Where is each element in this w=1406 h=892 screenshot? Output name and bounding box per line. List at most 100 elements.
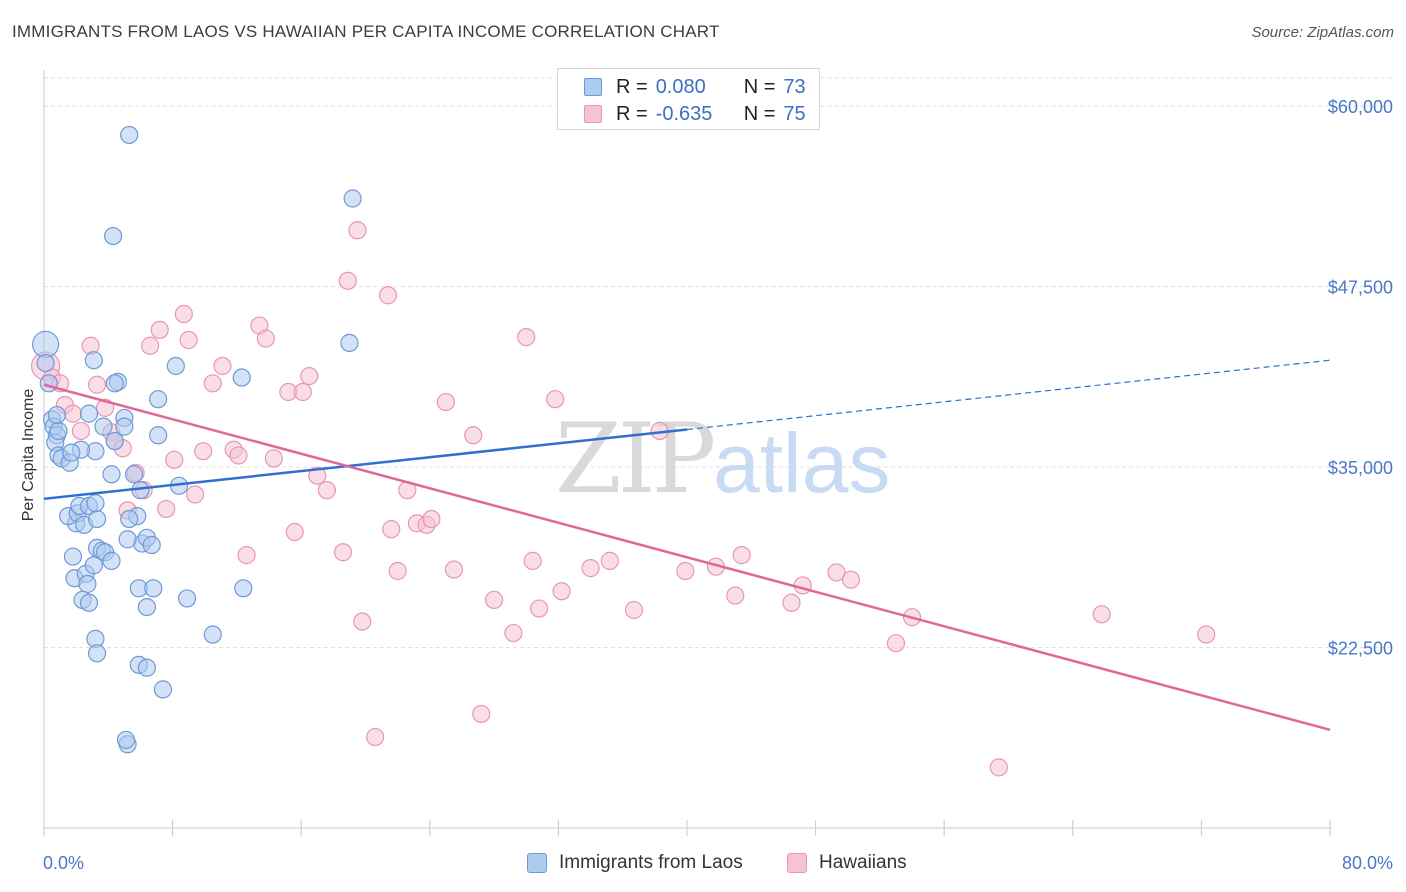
hawaiians-point xyxy=(546,390,565,409)
laos-point xyxy=(105,431,124,451)
laos-point xyxy=(120,509,139,529)
laos-point xyxy=(177,589,197,608)
laos-trend-line xyxy=(43,428,688,501)
watermark-zip: ZIP xyxy=(555,403,714,515)
hawaiians-point xyxy=(378,286,398,305)
laos-point xyxy=(84,351,103,370)
x-tick-label: 0.0% xyxy=(43,853,84,873)
trend-lines xyxy=(43,359,1331,732)
hawaiians-point xyxy=(353,612,372,631)
hawaiians-point xyxy=(523,551,542,570)
laos-trend-extension xyxy=(686,359,1331,431)
laos-point xyxy=(120,125,139,145)
hawaiians-point xyxy=(886,634,906,653)
hawaiians-point xyxy=(485,590,504,609)
laos-point xyxy=(47,405,66,425)
hawaiians-point xyxy=(732,546,751,565)
hawaiians-point xyxy=(264,449,283,468)
r-label: R = xyxy=(616,75,648,98)
hawaiians-point xyxy=(174,304,193,324)
hawaiians-legend-swatch xyxy=(787,853,807,873)
hawaiians-swatch xyxy=(584,105,602,123)
hawaiians-point xyxy=(186,485,205,504)
laos-point xyxy=(78,574,97,594)
hawaiians-point xyxy=(581,559,600,578)
laos-point xyxy=(142,535,161,555)
legend-item-hawaiians[interactable]: Hawaiians xyxy=(787,852,907,874)
hawaiians-point xyxy=(388,561,407,581)
hawaiians-point xyxy=(308,466,327,485)
hawaiians-point xyxy=(422,509,441,529)
laos-point xyxy=(124,465,144,484)
hawaiians-point xyxy=(827,563,846,582)
hawaiians-point xyxy=(793,576,812,595)
hawaiians-point xyxy=(1092,605,1111,624)
series-legend: Immigrants from Laos Hawaiians xyxy=(0,852,1406,878)
laos-point xyxy=(144,579,163,598)
hawaiians-point xyxy=(285,522,304,542)
y-tick-label: $60,000 xyxy=(1328,97,1393,117)
hawaiians-point xyxy=(472,704,491,724)
watermark: ZIP atlas xyxy=(555,403,890,515)
laos-point xyxy=(63,547,83,566)
hawaiians-point xyxy=(179,330,198,350)
hawaiians-point xyxy=(95,398,115,417)
laos-point xyxy=(32,330,60,358)
laos-point xyxy=(137,597,156,617)
laos-point xyxy=(36,353,55,373)
laos-point xyxy=(149,390,168,409)
hawaiians-point xyxy=(841,570,861,589)
laos-point xyxy=(232,368,251,387)
y-tick-label: $35,000 xyxy=(1328,458,1393,478)
laos-point xyxy=(84,556,103,575)
legend-row-hawaiians: R = -0.635 N = 75 xyxy=(584,102,806,126)
n-label: N = xyxy=(743,102,776,125)
r-value: 0.080 xyxy=(655,75,706,98)
laos-point xyxy=(94,417,113,436)
laos-legend-swatch xyxy=(527,853,547,873)
watermark-atlas: atlas xyxy=(713,416,890,510)
hawaiians-point xyxy=(300,366,319,386)
hawaiians-point xyxy=(229,446,248,465)
laos-point xyxy=(102,551,121,570)
hawaiians-point xyxy=(444,560,464,579)
hawaiians-point xyxy=(782,593,801,612)
laos-point xyxy=(343,189,362,208)
laos-point xyxy=(39,374,58,393)
laos-point xyxy=(104,226,123,246)
laos-point xyxy=(116,730,136,750)
laos-points xyxy=(32,125,362,754)
hawaiians-point xyxy=(237,546,256,565)
hawaiians-point xyxy=(464,426,483,445)
hawaiians-point xyxy=(1197,625,1216,644)
hawaiians-point xyxy=(338,271,357,290)
laos-point xyxy=(137,658,156,677)
hawaiians-point xyxy=(348,221,367,240)
r-value: -0.635 xyxy=(655,102,713,125)
axes xyxy=(43,70,1332,836)
hawaiians-point xyxy=(150,320,169,339)
hawaiians-point xyxy=(624,600,644,620)
hawaiians-point xyxy=(213,356,232,376)
y-tick-label: $22,500 xyxy=(1328,639,1393,659)
hawaiians-point xyxy=(600,551,619,570)
chart-title: IMMIGRANTS FROM LAOS VS HAWAIIAN PER CAP… xyxy=(12,22,720,41)
r-label: R = xyxy=(616,102,648,125)
hawaiians-point xyxy=(63,404,83,423)
laos-point xyxy=(62,443,81,462)
hawaiians-point xyxy=(989,758,1008,777)
hawaiians-point xyxy=(333,543,353,562)
laos-point xyxy=(153,680,173,699)
hawaiians-point xyxy=(504,623,523,643)
legend-item-laos[interactable]: Immigrants from Laos xyxy=(527,852,743,874)
hawaiians-point xyxy=(140,336,160,355)
n-label: N = xyxy=(743,75,776,98)
hawaiians-point xyxy=(157,499,176,519)
hawaiians-point xyxy=(317,481,337,500)
laos-point xyxy=(203,625,222,644)
x-tick-label: 80.0% xyxy=(1342,853,1393,873)
laos-point xyxy=(340,333,359,352)
laos-point xyxy=(79,404,99,423)
laos-point xyxy=(115,417,134,436)
